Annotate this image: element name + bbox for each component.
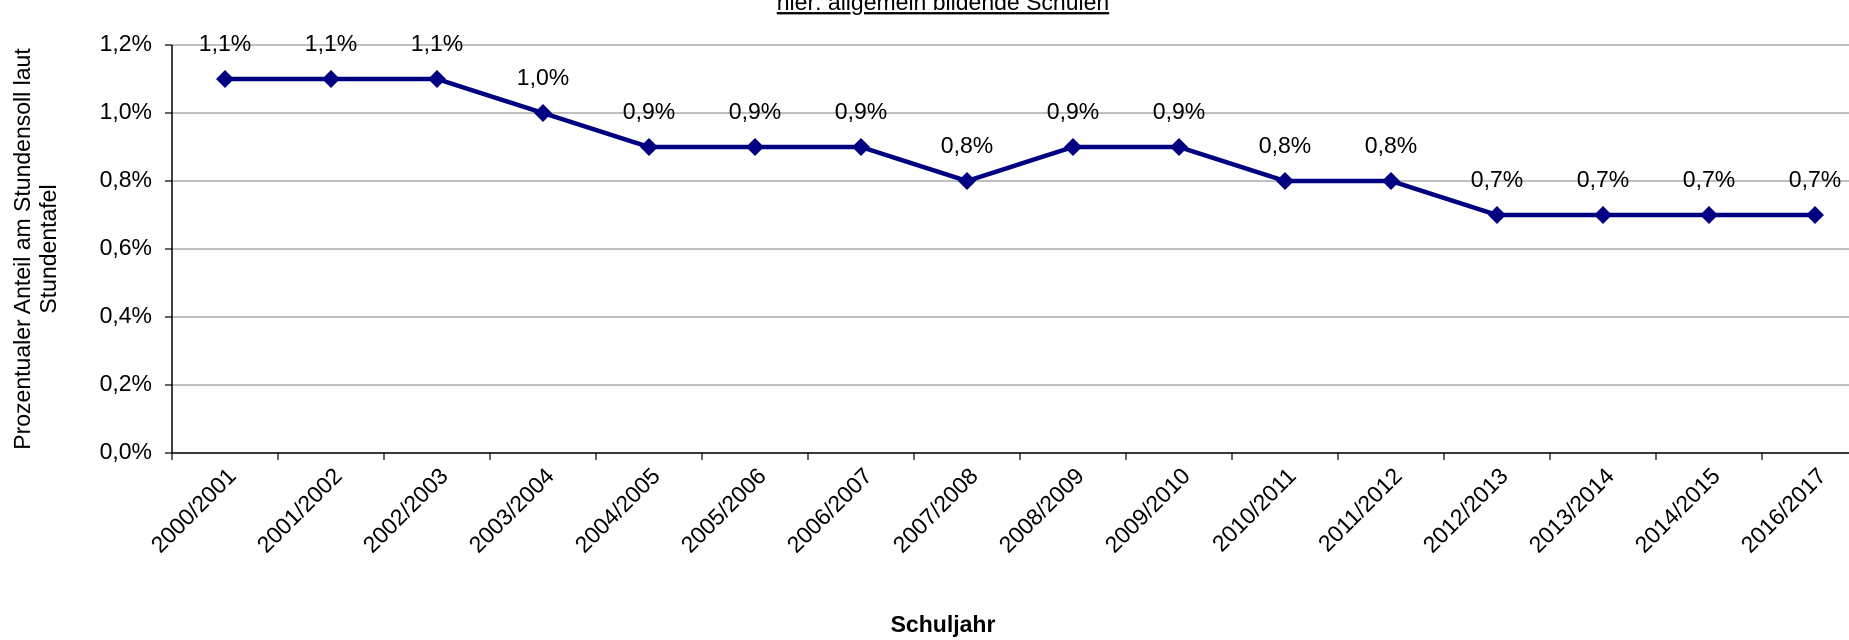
x-tick-label: 2002/2003 <box>358 462 453 557</box>
x-tick-label: 2012/2013 <box>1418 462 1513 557</box>
x-tick-group: 2009/2010 <box>1100 462 1195 557</box>
data-label: 0,7% <box>1683 166 1735 192</box>
x-tick-group: 2016/2017 <box>1736 462 1831 557</box>
x-tick-group: 2003/2004 <box>464 462 559 557</box>
x-tick-group: 2014/2015 <box>1630 462 1725 557</box>
data-point <box>428 70 446 88</box>
y-axis-label-line: Prozentualer Anteil am Stundensoll laut <box>9 48 35 450</box>
x-tick-group: 2007/2008 <box>888 462 983 557</box>
x-tick-label: 2000/2001 <box>146 462 241 557</box>
y-tick-label: 1,2% <box>100 30 152 56</box>
data-point <box>852 138 870 156</box>
x-tick-label: 2010/2011 <box>1207 462 1301 556</box>
data-label: 0,8% <box>1259 132 1311 158</box>
x-tick-group: 2008/2009 <box>994 462 1089 557</box>
data-point <box>640 138 658 156</box>
data-label: 0,7% <box>1789 166 1841 192</box>
x-tick-group: 2005/2006 <box>676 462 771 557</box>
x-tick-label: 2007/2008 <box>888 462 983 557</box>
data-label: 0,9% <box>1047 98 1099 124</box>
data-point <box>322 70 340 88</box>
x-tick-label: 2003/2004 <box>464 462 559 557</box>
data-label: 0,9% <box>623 98 675 124</box>
x-tick-label: 2014/2015 <box>1630 462 1725 557</box>
data-label: 1,1% <box>411 30 463 56</box>
data-label: 0,8% <box>941 132 993 158</box>
x-tick-label: 2016/2017 <box>1736 462 1831 557</box>
x-tick-group: 2002/2003 <box>358 462 453 557</box>
x-tick-group: 2001/2002 <box>252 462 347 557</box>
x-tick-group: 2013/2014 <box>1524 462 1619 557</box>
data-point <box>1806 206 1824 224</box>
y-axis-label-line: Stundentafel <box>35 184 61 313</box>
x-tick-group: 2011/2012 <box>1313 462 1407 556</box>
data-label: 0,8% <box>1365 132 1417 158</box>
x-tick-label: 2006/2007 <box>782 462 877 557</box>
y-tick-label: 0,4% <box>100 302 152 328</box>
x-tick-label: 2011/2012 <box>1313 462 1407 556</box>
y-tick-label: 0,2% <box>100 370 152 396</box>
data-point <box>1382 172 1400 190</box>
data-point <box>1700 206 1718 224</box>
y-tick-label: 0,8% <box>100 166 152 192</box>
data-label: 0,9% <box>835 98 887 124</box>
x-tick-label: 2001/2002 <box>252 462 347 557</box>
data-point <box>216 70 234 88</box>
data-label: 0,9% <box>1153 98 1205 124</box>
x-tick-label: 2004/2005 <box>570 462 665 557</box>
data-point <box>1064 138 1082 156</box>
data-point <box>1276 172 1294 190</box>
y-tick-label: 0,0% <box>100 438 152 464</box>
data-label: 0,9% <box>729 98 781 124</box>
data-point <box>958 172 976 190</box>
data-label: 0,7% <box>1577 166 1629 192</box>
data-label: 1,0% <box>517 64 569 90</box>
x-tick-group: 2004/2005 <box>570 462 665 557</box>
chart-subtitle: hier: allgemein bildende Schulen <box>777 0 1109 15</box>
data-point <box>1594 206 1612 224</box>
y-tick-label: 0,6% <box>100 234 152 260</box>
x-tick-label: 2005/2006 <box>676 462 771 557</box>
x-axis-label: Schuljahr <box>891 611 996 637</box>
x-tick-label: 2008/2009 <box>994 462 1089 557</box>
y-axis-label: Prozentualer Anteil am Stundensoll laut … <box>9 48 61 450</box>
data-point <box>1488 206 1506 224</box>
data-point <box>746 138 764 156</box>
y-tick-label: 1,0% <box>100 98 152 124</box>
x-tick-label: 2009/2010 <box>1100 462 1195 557</box>
x-tick-group: 2012/2013 <box>1418 462 1513 557</box>
data-label: 1,1% <box>199 30 251 56</box>
data-point <box>1170 138 1188 156</box>
data-point <box>534 104 552 122</box>
data-label: 1,1% <box>305 30 357 56</box>
x-tick-group: 2010/2011 <box>1207 462 1301 556</box>
x-tick-label: 2013/2014 <box>1524 462 1619 557</box>
x-tick-group: 2000/2001 <box>146 462 241 557</box>
x-tick-group: 2006/2007 <box>782 462 877 557</box>
data-label: 0,7% <box>1471 166 1523 192</box>
data-line <box>225 76 1815 218</box>
